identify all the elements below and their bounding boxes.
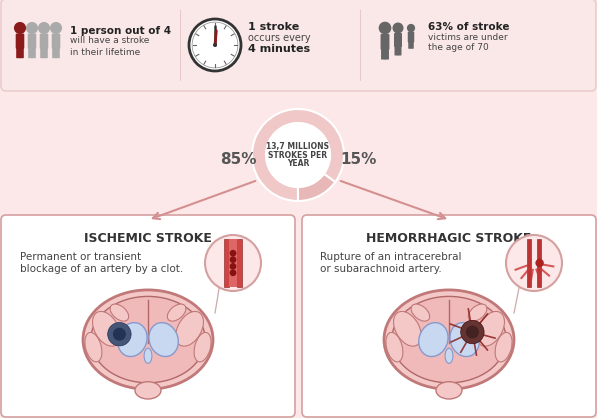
Ellipse shape — [411, 304, 430, 321]
Circle shape — [38, 22, 50, 34]
FancyBboxPatch shape — [20, 47, 24, 58]
FancyBboxPatch shape — [39, 33, 48, 49]
Wedge shape — [298, 174, 335, 201]
Circle shape — [26, 22, 38, 34]
Ellipse shape — [384, 290, 514, 389]
Bar — [527, 239, 531, 287]
Circle shape — [107, 323, 131, 346]
FancyBboxPatch shape — [27, 33, 36, 49]
Text: 4 minutes: 4 minutes — [248, 44, 310, 54]
Text: YEAR: YEAR — [287, 160, 309, 168]
Circle shape — [266, 123, 330, 187]
Ellipse shape — [93, 311, 120, 346]
FancyBboxPatch shape — [394, 33, 402, 47]
Text: 1 person out of 4: 1 person out of 4 — [70, 26, 171, 36]
FancyBboxPatch shape — [16, 47, 20, 58]
Text: Rupture of an intracerebral: Rupture of an intracerebral — [320, 252, 461, 262]
Text: occurs every: occurs every — [248, 33, 310, 43]
Ellipse shape — [418, 323, 448, 357]
Bar — [537, 239, 541, 287]
Text: Permanent or transient: Permanent or transient — [20, 252, 141, 262]
Circle shape — [14, 22, 26, 34]
FancyBboxPatch shape — [1, 0, 596, 91]
Text: 13,7 MILLIONS: 13,7 MILLIONS — [266, 142, 330, 150]
Ellipse shape — [135, 382, 161, 399]
Ellipse shape — [392, 296, 506, 383]
FancyBboxPatch shape — [381, 48, 386, 59]
Circle shape — [536, 259, 544, 267]
Circle shape — [378, 22, 391, 34]
Ellipse shape — [194, 332, 211, 362]
Ellipse shape — [436, 382, 462, 399]
Ellipse shape — [167, 304, 186, 321]
Circle shape — [230, 256, 236, 263]
Circle shape — [230, 250, 236, 257]
FancyBboxPatch shape — [408, 41, 411, 49]
FancyBboxPatch shape — [380, 34, 389, 50]
Ellipse shape — [393, 311, 421, 346]
Bar — [236, 239, 242, 287]
Circle shape — [213, 43, 217, 47]
FancyBboxPatch shape — [40, 47, 45, 58]
Circle shape — [506, 235, 562, 291]
FancyBboxPatch shape — [1, 215, 295, 417]
Bar — [224, 239, 229, 287]
Circle shape — [461, 320, 484, 344]
Ellipse shape — [91, 296, 205, 383]
FancyBboxPatch shape — [384, 48, 389, 59]
Wedge shape — [252, 109, 344, 201]
Text: the age of 70: the age of 70 — [428, 43, 489, 52]
FancyBboxPatch shape — [302, 215, 596, 417]
Ellipse shape — [118, 323, 147, 357]
Circle shape — [392, 23, 404, 33]
FancyBboxPatch shape — [28, 47, 32, 58]
Ellipse shape — [144, 348, 152, 363]
Ellipse shape — [445, 348, 453, 363]
FancyBboxPatch shape — [32, 47, 36, 58]
FancyBboxPatch shape — [16, 33, 24, 49]
Circle shape — [407, 24, 415, 32]
Ellipse shape — [450, 323, 479, 357]
Circle shape — [192, 22, 238, 68]
Ellipse shape — [495, 332, 512, 362]
Text: will have a stroke
in their lifetime: will have a stroke in their lifetime — [70, 36, 149, 57]
Circle shape — [205, 235, 261, 291]
FancyBboxPatch shape — [44, 47, 48, 58]
Circle shape — [230, 263, 236, 270]
Text: 63% of stroke: 63% of stroke — [428, 22, 509, 32]
FancyBboxPatch shape — [398, 46, 402, 56]
Text: 15%: 15% — [340, 153, 376, 168]
Circle shape — [50, 22, 62, 34]
FancyBboxPatch shape — [56, 47, 60, 58]
Text: ISCHEMIC STROKE: ISCHEMIC STROKE — [84, 232, 212, 245]
FancyBboxPatch shape — [411, 41, 414, 49]
FancyBboxPatch shape — [395, 46, 399, 56]
Ellipse shape — [83, 290, 213, 389]
Ellipse shape — [386, 332, 403, 362]
Circle shape — [113, 328, 126, 341]
Circle shape — [189, 19, 241, 71]
Ellipse shape — [149, 323, 179, 357]
Text: blockage of an artery by a clot.: blockage of an artery by a clot. — [20, 264, 183, 274]
Ellipse shape — [468, 304, 487, 321]
Text: STROKES PER: STROKES PER — [269, 150, 328, 160]
Text: or subarachnoid artery.: or subarachnoid artery. — [320, 264, 442, 274]
FancyBboxPatch shape — [52, 47, 57, 58]
Text: victims are under: victims are under — [428, 33, 507, 42]
Text: 1 stroke: 1 stroke — [248, 22, 299, 32]
Circle shape — [466, 326, 479, 339]
Ellipse shape — [110, 304, 129, 321]
Text: HEMORRHAGIC STROKE: HEMORRHAGIC STROKE — [367, 232, 532, 245]
FancyBboxPatch shape — [52, 33, 60, 49]
Circle shape — [230, 270, 236, 276]
Ellipse shape — [85, 332, 102, 362]
Ellipse shape — [176, 311, 204, 346]
Text: 85%: 85% — [220, 153, 256, 168]
Ellipse shape — [477, 311, 504, 346]
Bar — [229, 239, 236, 287]
FancyBboxPatch shape — [408, 31, 414, 43]
